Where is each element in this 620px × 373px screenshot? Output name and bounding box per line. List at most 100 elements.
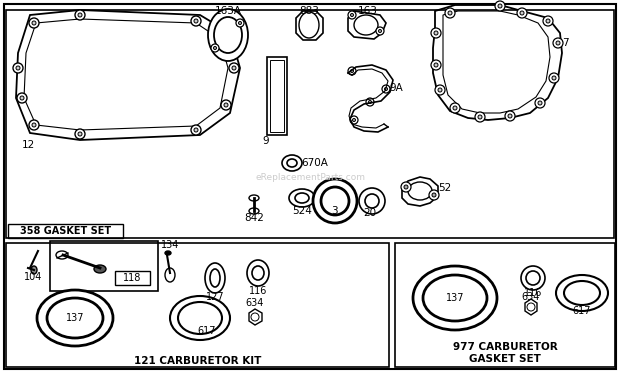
Ellipse shape	[208, 9, 248, 61]
Text: 52: 52	[438, 183, 451, 193]
Text: 842: 842	[244, 213, 264, 223]
Text: 634: 634	[522, 292, 540, 302]
Ellipse shape	[178, 302, 222, 334]
Text: eReplacementParts.com: eReplacementParts.com	[255, 173, 365, 182]
Text: 883: 883	[299, 6, 319, 16]
Ellipse shape	[213, 47, 216, 50]
Ellipse shape	[505, 111, 515, 121]
Ellipse shape	[498, 4, 502, 8]
Ellipse shape	[376, 27, 384, 35]
Bar	[267, 57, 287, 135]
Ellipse shape	[224, 103, 228, 107]
Text: 134: 134	[161, 240, 179, 250]
Ellipse shape	[546, 19, 550, 23]
Ellipse shape	[236, 19, 244, 27]
Ellipse shape	[32, 21, 36, 25]
Ellipse shape	[495, 1, 505, 11]
Ellipse shape	[29, 18, 39, 28]
Ellipse shape	[348, 11, 356, 19]
Ellipse shape	[543, 16, 553, 26]
Ellipse shape	[282, 155, 302, 171]
Ellipse shape	[549, 73, 559, 83]
Ellipse shape	[404, 185, 408, 189]
Ellipse shape	[350, 13, 353, 16]
Ellipse shape	[475, 112, 485, 122]
Ellipse shape	[191, 16, 201, 26]
Ellipse shape	[247, 260, 269, 286]
Text: 137: 137	[446, 293, 464, 303]
Text: 137: 137	[66, 313, 84, 323]
Ellipse shape	[366, 98, 374, 106]
Text: 670A: 670A	[301, 158, 329, 168]
Ellipse shape	[520, 11, 524, 15]
Ellipse shape	[287, 159, 297, 167]
Ellipse shape	[17, 93, 27, 103]
Ellipse shape	[194, 19, 198, 23]
Ellipse shape	[478, 115, 482, 119]
Ellipse shape	[382, 85, 390, 93]
Ellipse shape	[75, 10, 85, 20]
Text: 617: 617	[198, 326, 216, 336]
Ellipse shape	[401, 182, 411, 192]
Ellipse shape	[408, 182, 432, 200]
Ellipse shape	[31, 266, 37, 274]
Text: 617: 617	[573, 306, 591, 316]
Ellipse shape	[538, 101, 542, 105]
Text: 116: 116	[524, 288, 542, 298]
Ellipse shape	[299, 12, 319, 38]
Ellipse shape	[211, 44, 219, 52]
Ellipse shape	[350, 116, 358, 124]
Ellipse shape	[29, 120, 39, 130]
Text: 116: 116	[249, 286, 267, 296]
Text: 163: 163	[358, 6, 378, 16]
Ellipse shape	[224, 39, 228, 43]
Ellipse shape	[94, 265, 106, 273]
Ellipse shape	[431, 28, 441, 38]
Text: 3: 3	[330, 206, 337, 216]
Ellipse shape	[353, 119, 355, 122]
Ellipse shape	[526, 271, 540, 285]
Ellipse shape	[221, 100, 231, 110]
Text: 118: 118	[123, 273, 141, 283]
Ellipse shape	[431, 60, 441, 70]
Ellipse shape	[435, 85, 445, 95]
Ellipse shape	[16, 66, 20, 70]
Ellipse shape	[348, 67, 356, 75]
Ellipse shape	[214, 17, 242, 53]
Ellipse shape	[368, 100, 371, 103]
Ellipse shape	[521, 266, 545, 290]
Text: 104: 104	[24, 272, 42, 282]
Text: 524: 524	[292, 206, 312, 216]
Text: 9: 9	[263, 136, 269, 146]
Ellipse shape	[170, 296, 230, 340]
Ellipse shape	[450, 103, 460, 113]
Text: 121 CARBURETOR KIT: 121 CARBURETOR KIT	[134, 356, 261, 366]
Ellipse shape	[239, 22, 242, 25]
Ellipse shape	[552, 76, 556, 80]
Ellipse shape	[251, 313, 259, 321]
Ellipse shape	[75, 129, 85, 139]
Ellipse shape	[438, 88, 442, 92]
Bar	[8, 224, 123, 238]
Text: 163A: 163A	[215, 6, 242, 16]
Ellipse shape	[423, 275, 487, 321]
Text: 358 GASKET SET: 358 GASKET SET	[20, 226, 112, 236]
Ellipse shape	[448, 11, 452, 15]
Ellipse shape	[194, 128, 198, 132]
Ellipse shape	[191, 125, 201, 135]
Text: 7: 7	[562, 38, 569, 48]
Ellipse shape	[434, 31, 438, 35]
Ellipse shape	[556, 41, 560, 45]
Text: 9A: 9A	[389, 83, 403, 93]
Bar	[6, 243, 389, 367]
Ellipse shape	[249, 208, 259, 214]
Ellipse shape	[78, 132, 82, 136]
Ellipse shape	[165, 268, 175, 282]
Ellipse shape	[527, 303, 535, 311]
Ellipse shape	[165, 251, 171, 255]
Text: 12: 12	[21, 140, 35, 150]
Bar	[50, 241, 158, 291]
Text: 20: 20	[363, 208, 376, 218]
Ellipse shape	[32, 123, 36, 127]
Ellipse shape	[20, 96, 24, 100]
